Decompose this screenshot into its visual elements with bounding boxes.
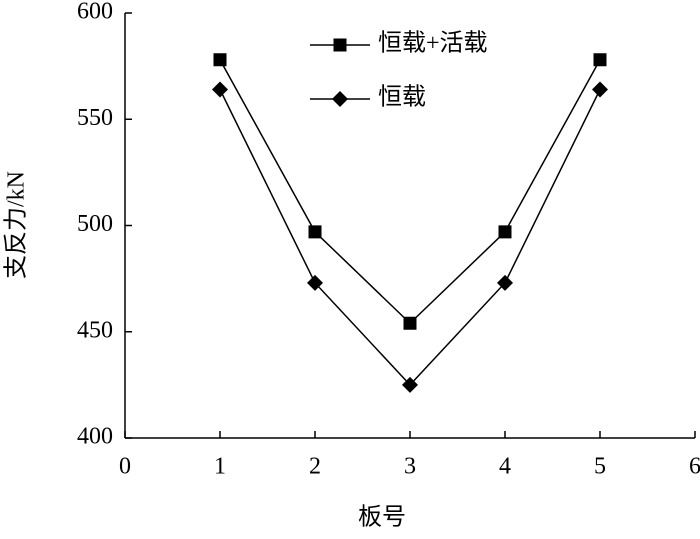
y-tick-label: 400 [77, 424, 113, 450]
x-tick-label: 3 [404, 454, 416, 480]
legend-label: 恒载 [378, 84, 426, 111]
square-marker [213, 53, 227, 67]
diamond-marker [307, 274, 323, 291]
legend-label: 恒载+活载 [378, 30, 488, 57]
x-tick-label: 5 [594, 454, 606, 480]
diamond-marker [332, 91, 348, 107]
diamond-marker [592, 81, 608, 98]
diamond-marker [402, 376, 418, 393]
x-axis-label: 板号 [358, 504, 406, 531]
y-tick-label: 500 [77, 211, 113, 237]
square-marker [308, 225, 322, 239]
series-line [219, 89, 601, 386]
x-tick-label: 0 [119, 454, 131, 480]
x-tick-label: 6 [689, 454, 700, 480]
square-marker [498, 225, 512, 239]
square-marker [403, 316, 417, 330]
diamond-marker [497, 274, 513, 291]
x-tick-label: 4 [499, 454, 511, 480]
square-marker [593, 53, 607, 67]
x-tick-label: 2 [309, 454, 321, 480]
y-tick-label: 600 [77, 0, 113, 25]
x-tick-label: 1 [214, 454, 226, 480]
y-tick-label: 550 [77, 105, 113, 131]
square-marker [333, 38, 347, 52]
diamond-marker [212, 81, 228, 98]
y-tick-label: 450 [77, 317, 113, 343]
y-axis-label: 支反力/kN [3, 171, 30, 279]
